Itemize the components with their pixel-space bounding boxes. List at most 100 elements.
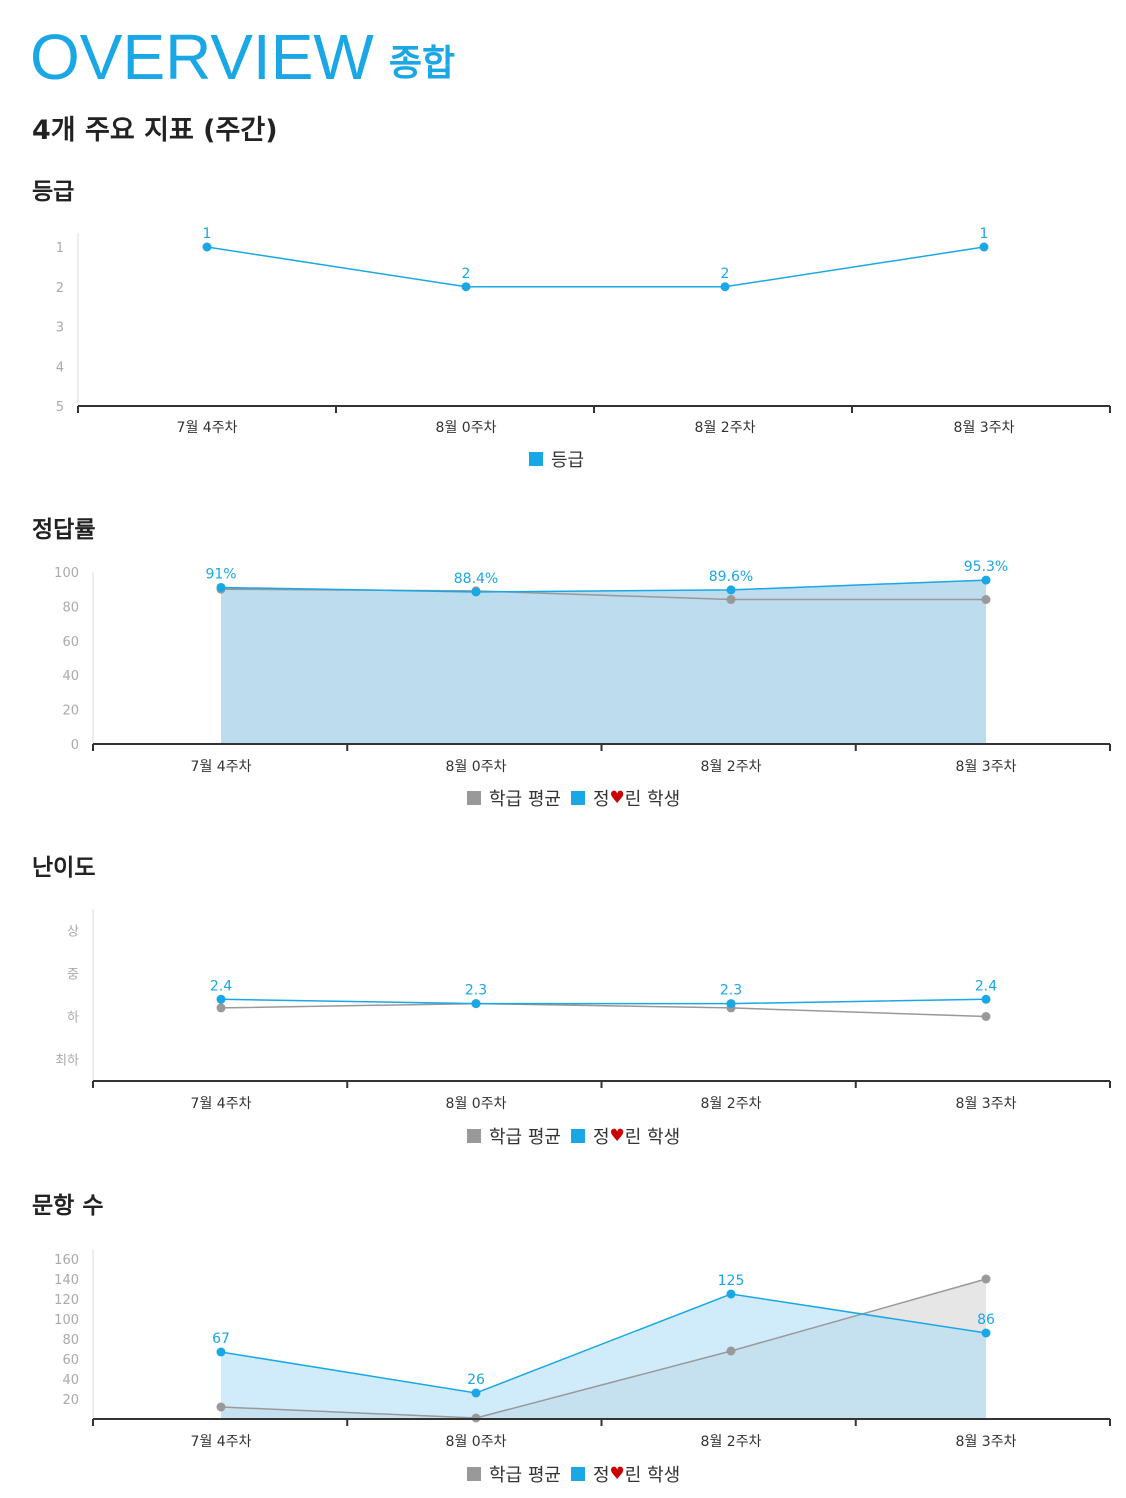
x-tick-label: 8월 0주차	[436, 420, 497, 436]
questions-chart: 20 40 60 80 100 120 140 160 67 26 125 86 7월 4주차 8월 0주…	[54, 1249, 1111, 1450]
y-tick-label: 80	[62, 600, 79, 615]
x-tick-label: 8월 2주차	[701, 1096, 762, 1112]
legend-label-student-prefix: 정	[592, 789, 610, 810]
section-title-questions: 문항 수	[32, 1193, 104, 1219]
y-tick-label: 최상	[55, 895, 79, 897]
data-label: 67	[212, 1331, 230, 1347]
section-title-accuracy: 정답률	[32, 517, 96, 543]
legend-item-student[interactable]: 정 ♥ 린 학생	[570, 785, 680, 811]
x-tick-label: 8월 0주차	[446, 1434, 507, 1450]
x-tick-label: 8월 2주차	[701, 759, 762, 775]
data-label: 2.4	[975, 978, 997, 994]
data-label: 2.3	[465, 983, 487, 999]
y-tick-label: 100	[54, 566, 79, 581]
y-tick-label: 40	[62, 669, 79, 684]
student-point	[471, 1388, 481, 1398]
legend-item-average[interactable]: 학급 평균	[467, 1123, 561, 1149]
legend-swatch-average	[467, 1467, 481, 1481]
average-line	[220, 1278, 987, 1419]
student-line	[220, 1293, 987, 1394]
y-tick-label: 160	[54, 1253, 79, 1268]
legend-label-average: 학급 평균	[489, 789, 561, 810]
y-tick-label: 120	[54, 1293, 79, 1308]
x-tick-label: 8월 2주차	[695, 420, 756, 436]
data-label: 2.4	[210, 978, 232, 994]
x-tick-label: 8월 3주차	[956, 1096, 1017, 1112]
y-tick-label: 1	[56, 241, 64, 256]
y-tick-label: 20	[62, 704, 79, 719]
average-point	[981, 1012, 991, 1021]
y-tick-label: 하	[67, 1011, 79, 1026]
student-point	[720, 282, 730, 292]
student-point	[471, 587, 481, 597]
data-label: 88.4%	[454, 571, 498, 587]
x-tick-label: 7월 4주차	[177, 420, 238, 436]
x-tick-label: 7월 4주차	[191, 1434, 252, 1450]
data-label: 2	[462, 266, 471, 282]
student-line	[206, 246, 985, 288]
x-tick-label: 8월 2주차	[701, 1434, 762, 1450]
legend-swatch-student	[570, 1129, 585, 1143]
y-tick-label: 80	[62, 1333, 79, 1348]
x-tick-label: 7월 4주차	[191, 1096, 252, 1112]
average-point	[981, 595, 991, 605]
data-label: 2.3	[720, 983, 742, 999]
section-title-difficulty: 난이도	[32, 855, 96, 881]
y-tick-label: 중	[67, 968, 79, 983]
accuracy-legend: 학급 평균 정 ♥ 린 학생	[467, 785, 690, 811]
data-label: 2	[721, 266, 730, 282]
y-tick-label: 4	[56, 360, 64, 375]
student-point	[726, 585, 736, 595]
x-tick-label: 7월 4주차	[191, 759, 252, 775]
average-point	[216, 1402, 226, 1412]
legend-item-average[interactable]: 학급 평균	[467, 1461, 561, 1487]
legend-label-student-prefix: 정	[592, 1465, 610, 1486]
section-title-grade: 등급	[32, 179, 75, 205]
student-point	[726, 1289, 736, 1299]
data-label: 1	[980, 226, 989, 242]
page-subtitle: 4개 주요 지표 (주간)	[32, 115, 278, 146]
legend-item-average[interactable]: 학급 평균	[467, 785, 561, 811]
data-label: 1	[203, 226, 212, 242]
legend-item-grade[interactable]: 등급	[529, 446, 584, 472]
student-point	[202, 242, 212, 252]
legend-item-student[interactable]: 정 ♥ 린 학생	[570, 1123, 681, 1149]
y-tick-label: 100	[54, 1313, 79, 1328]
x-tick-label: 8월 3주차	[954, 420, 1015, 436]
student-point	[471, 999, 481, 1009]
legend-label-grade: 등급	[551, 450, 585, 471]
y-tick-label: 5	[56, 400, 64, 415]
legend-swatch-grade	[529, 452, 543, 466]
data-label: 95.3%	[964, 560, 1008, 575]
legend-label-student-prefix: 정	[592, 1127, 610, 1148]
y-tick-label: 2	[56, 281, 64, 296]
student-point	[726, 999, 736, 1009]
legend-swatch-student	[570, 791, 585, 805]
page-header: OVERVIEW 종합	[30, 22, 455, 92]
x-tick-label: 8월 3주차	[956, 759, 1017, 775]
difficulty-chart: 최하 하 중 상 최상 2.4 2.3 2.3 2.4 7월 4주차 8월 0주차 8월 2주차 8월 …	[55, 895, 1111, 1112]
heart-icon: ♥	[609, 788, 625, 808]
student-point	[461, 282, 471, 292]
y-tick-label: 140	[54, 1273, 79, 1288]
legend-label-student-suffix: 린 학생	[624, 1127, 681, 1148]
data-label: 91%	[205, 566, 236, 582]
student-point	[216, 994, 226, 1004]
questions-legend: 학급 평균 정 ♥ 린 학생	[467, 1461, 690, 1487]
student-line	[220, 998, 987, 1005]
x-tick-label: 8월 3주차	[956, 1434, 1017, 1450]
y-tick-label: 60	[62, 635, 79, 650]
legend-swatch-average	[467, 1129, 481, 1143]
page-title-sub: 종합	[388, 43, 456, 84]
student-line	[220, 579, 987, 593]
y-tick-label: 3	[56, 321, 64, 336]
x-tick-label: 8월 0주차	[446, 1096, 507, 1112]
x-tick-label: 8월 0주차	[446, 759, 507, 775]
accuracy-chart: 0 20 40 60 80 100 91% 88.4% 89.6% 95.3% 7월 4주차 8월 0…	[54, 560, 1111, 775]
legend-swatch-student	[570, 1467, 585, 1481]
grade-chart: 1 2 3 4 5 1 2 2 1 7월 4주차 8월 0주차 8월 2주차 8월 3주차	[56, 226, 1111, 436]
student-area	[221, 580, 986, 744]
page-title: OVERVIEW	[30, 21, 374, 93]
legend-item-student[interactable]: 정 ♥ 린 학생	[570, 1461, 680, 1487]
y-tick-label: 상	[67, 925, 79, 940]
